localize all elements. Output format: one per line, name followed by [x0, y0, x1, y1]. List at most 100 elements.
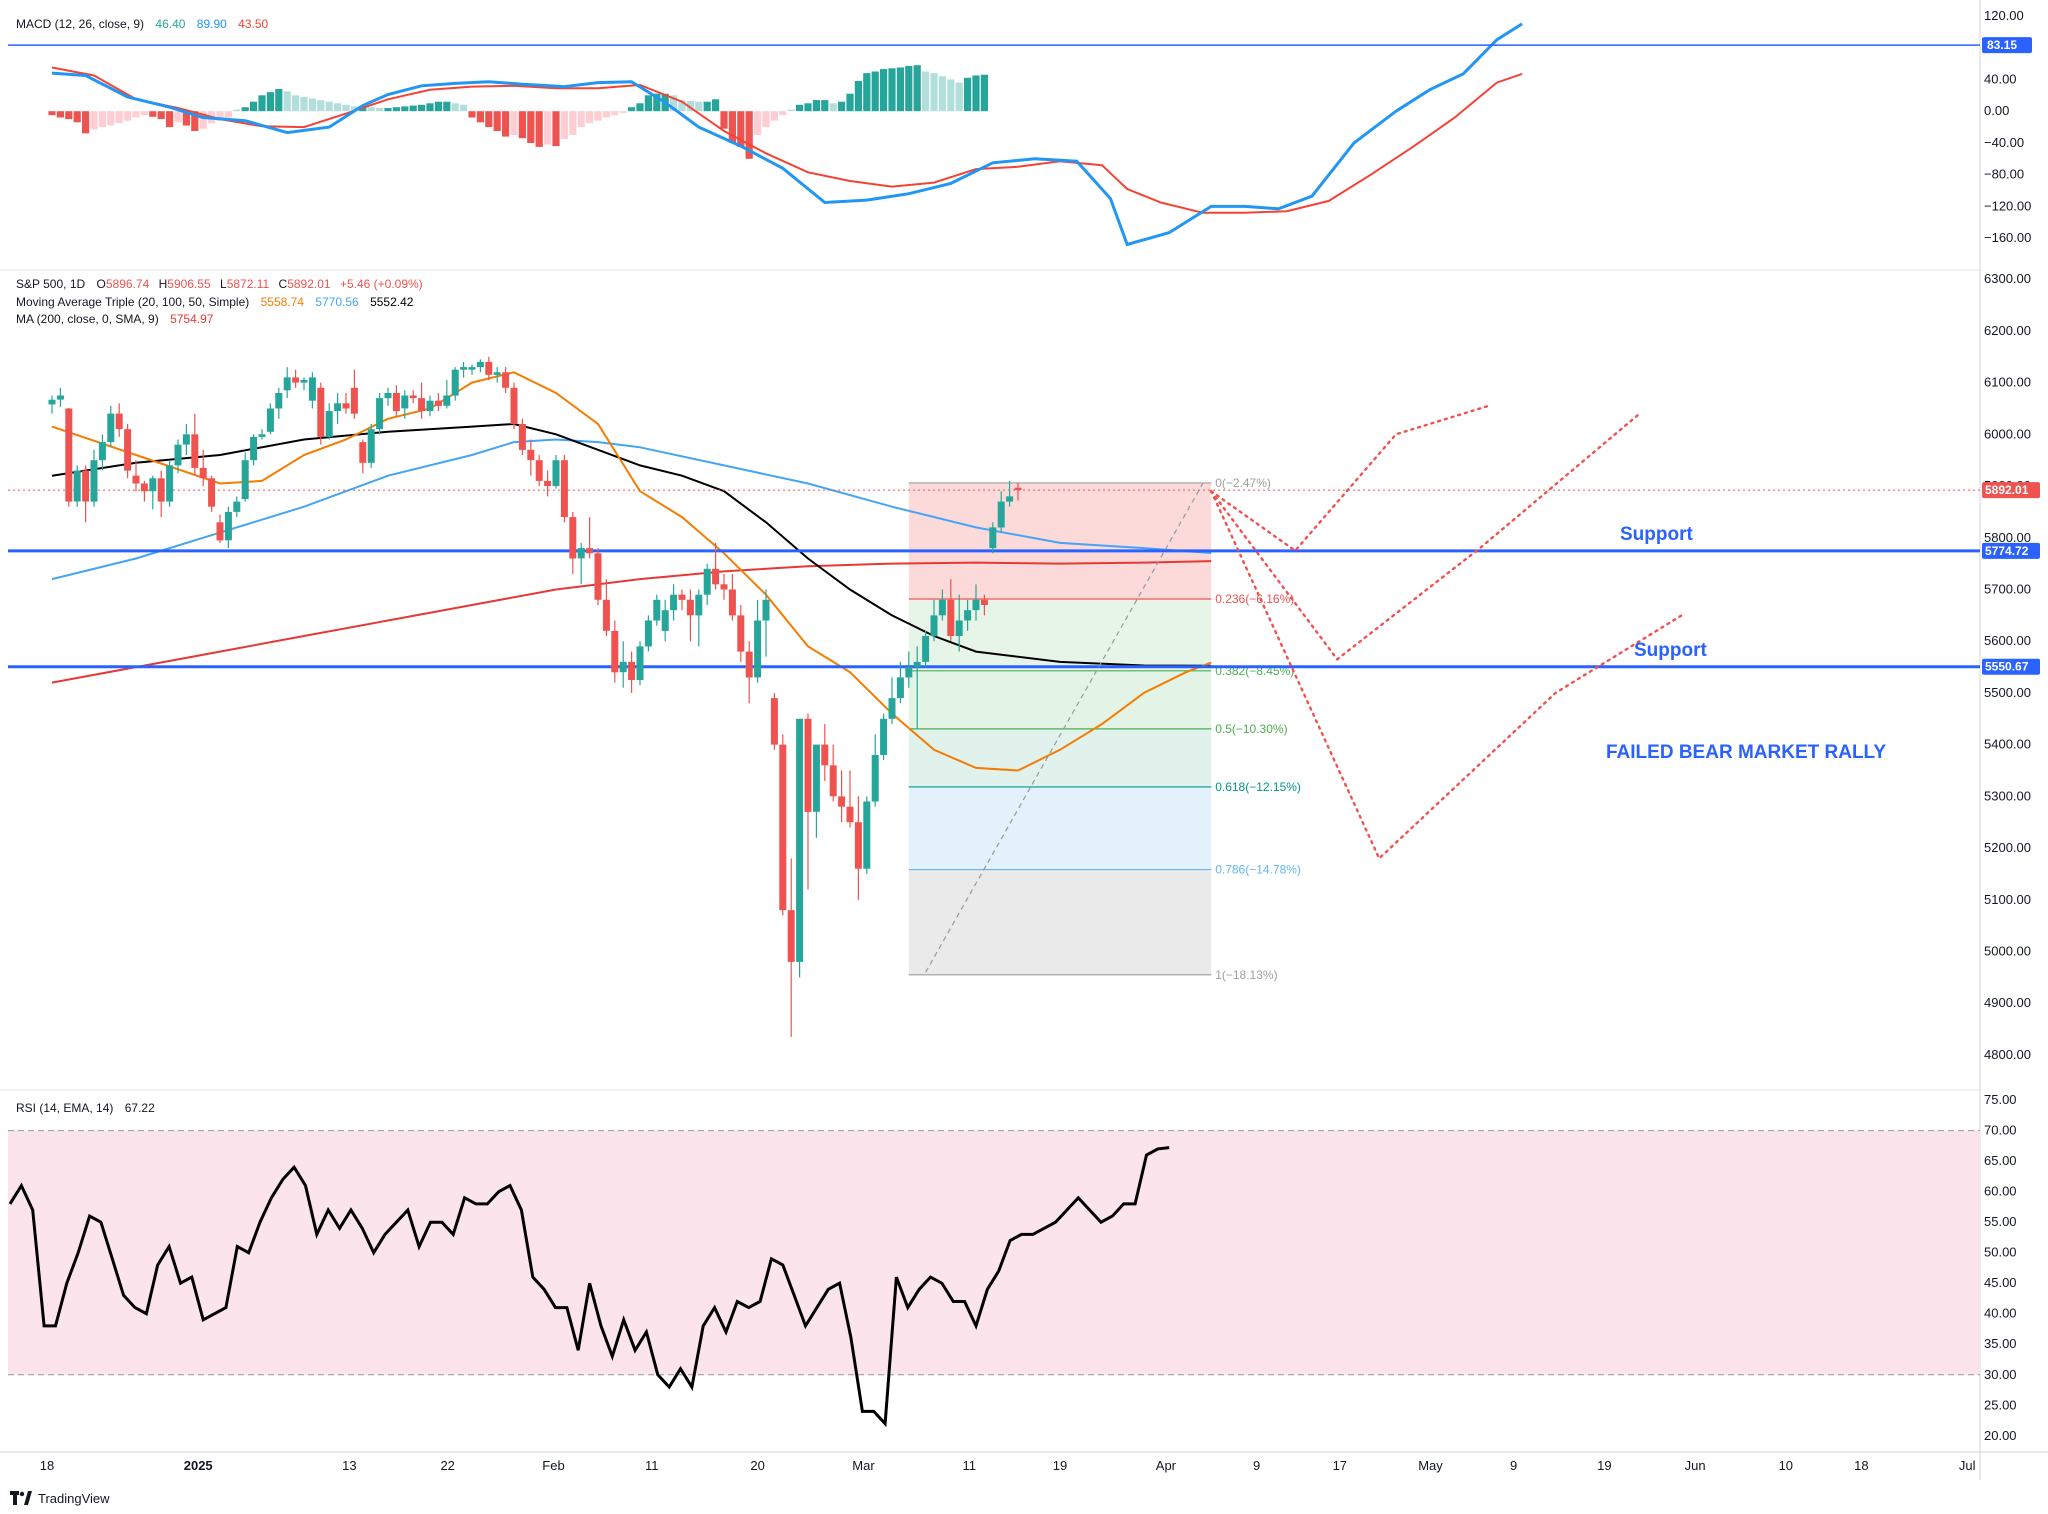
macd-histogram-bar	[426, 103, 434, 112]
main-price-axis[interactable]: 6300.006200.006100.006000.005900.005800.…	[1984, 271, 2031, 1062]
macd-histogram-bar	[292, 95, 300, 112]
macd-histogram-bar	[258, 95, 266, 112]
time-axis-tick: 2025	[184, 1458, 213, 1473]
macd-axis-tick: 0.00	[1984, 103, 2009, 118]
candle-body	[779, 744, 787, 911]
main-legend-title: S&P 500, 1D	[16, 277, 85, 291]
macd-axis-tick: 120.00	[1984, 8, 2024, 23]
fib-level-label: 0.5(−10.30%)	[1215, 722, 1287, 736]
rsi-axis-tick: 35.00	[1984, 1336, 2017, 1351]
last-price-tag-text: 5892.01	[1985, 483, 2029, 497]
macd-signal-line	[51, 66, 1523, 214]
rsi-axis-tick: 40.00	[1984, 1306, 2017, 1321]
candle-body	[846, 806, 854, 823]
macd-histogram-bar	[48, 111, 56, 116]
macd-histogram-bar	[191, 111, 199, 131]
macd-histogram-bar	[140, 111, 148, 116]
candle-body	[964, 610, 972, 621]
macd-histogram-bar	[308, 98, 316, 112]
macd-histogram-bar	[518, 111, 526, 139]
macd-histogram-bar	[880, 69, 888, 112]
rsi-legend-title: RSI (14, EMA, 14)	[16, 1101, 113, 1115]
candle-body	[409, 395, 417, 399]
main-legend[interactable]: S&P 500, 1D O5896.74 H5906.55 L5872.11 C…	[16, 277, 423, 326]
candle-body	[90, 460, 98, 502]
candle-body	[804, 718, 812, 812]
candlestick-series	[48, 356, 1022, 1037]
macd-histogram-bar	[560, 111, 568, 139]
candle-body	[922, 636, 930, 662]
price-axis-tick: 4900.00	[1984, 995, 2031, 1010]
ma100-line	[51, 438, 1212, 581]
candle-body	[712, 568, 720, 585]
last-price-tag: 5892.01	[1982, 482, 2040, 499]
rsi-axis-tick: 25.00	[1984, 1397, 2017, 1412]
candle-body	[132, 475, 140, 484]
candle-body	[602, 599, 610, 631]
projection-path	[1209, 404, 1490, 553]
candle-body	[350, 387, 358, 414]
time-axis-tick: 10	[1779, 1458, 1793, 1473]
support-upper-tag-text: 5774.72	[1985, 544, 2029, 558]
macd-legend[interactable]: MACD (12, 26, close, 9) 46.40 89.90 43.5…	[16, 17, 268, 31]
macd-histogram-bar	[233, 109, 241, 112]
macd-histogram-bar	[275, 89, 283, 112]
tradingview-logo[interactable]: TradingView	[10, 1488, 110, 1508]
main-legend-o-label: O	[97, 277, 106, 291]
candle-body	[871, 755, 879, 802]
macd-axis-tick: 40.00	[1984, 71, 2017, 86]
candle-body	[241, 460, 249, 499]
macd-histogram-bar	[544, 111, 552, 145]
rsi-legend[interactable]: RSI (14, EMA, 14) 67.22	[16, 1101, 155, 1115]
candle-body	[829, 765, 837, 797]
macd-histogram-bar	[854, 81, 862, 112]
candle-body	[485, 361, 493, 375]
time-axis-tick: Jun	[1685, 1458, 1706, 1473]
macd-histogram-bar	[586, 111, 594, 124]
macd-histogram-bar	[712, 99, 720, 112]
macd-histogram-bar	[401, 106, 409, 112]
candle-body	[997, 501, 1005, 528]
macd-legend-v3: 43.50	[238, 17, 268, 31]
candle-body	[728, 589, 736, 616]
macd-histogram-bar	[829, 103, 837, 112]
candle-body	[686, 599, 694, 616]
rsi-pane	[8, 1130, 1980, 1428]
rsi-price-axis[interactable]: 75.00 70.00 65.00 60.00 55.00 50.00 45.00 40.00…	[1984, 1092, 2017, 1443]
candle-body	[392, 393, 400, 412]
fib-level-label: 0.786(−14.78%)	[1215, 863, 1301, 877]
candle-body	[611, 630, 619, 673]
macd-histogram-bar	[779, 111, 787, 116]
candle-body	[300, 380, 308, 383]
candle-body	[628, 661, 636, 680]
projection-paths[interactable]	[1209, 404, 1683, 861]
candle-body	[107, 413, 115, 442]
candle-body	[703, 568, 711, 595]
candle-body	[275, 393, 283, 409]
macd-histogram-bar	[493, 111, 501, 131]
macd-axis-tick: −160.00	[1984, 230, 2031, 245]
candle-body	[972, 599, 980, 611]
price-axis-tick: 5500.00	[1984, 685, 2031, 700]
macd-histogram-bar	[460, 104, 468, 112]
candle-body	[930, 615, 938, 637]
price-axis-tick: 5700.00	[1984, 582, 2031, 597]
price-axis-tick: 5000.00	[1984, 944, 2031, 959]
time-axis-tick: 20	[750, 1458, 764, 1473]
fib-retracement[interactable]: 0(−2.47%)0.236(−6.16%)0.382(−8.45%)0.5(−…	[908, 476, 1301, 982]
candle-body	[762, 599, 770, 621]
macd-tag-text: 83.15	[1987, 38, 2017, 52]
macd-histogram-bar	[342, 104, 350, 112]
candle-body	[468, 367, 476, 370]
price-axis-tick: 5200.00	[1984, 840, 2031, 855]
tradingview-logo-text: TradingView	[38, 1490, 110, 1506]
candle-body	[888, 698, 896, 719]
price-axis-tick: 5100.00	[1984, 892, 2031, 907]
candle-body	[510, 387, 518, 424]
trend-line-dashed[interactable]	[925, 483, 1204, 973]
macd-histogram-bar	[678, 100, 686, 112]
time-axis[interactable]: 18 2025 13 22 Feb 11 20 Mar 11 19 Apr 9 17 May 9 19 Jun 1…	[40, 1458, 1976, 1473]
time-axis-tick: 18	[1854, 1458, 1868, 1473]
candle-body	[1006, 496, 1014, 502]
